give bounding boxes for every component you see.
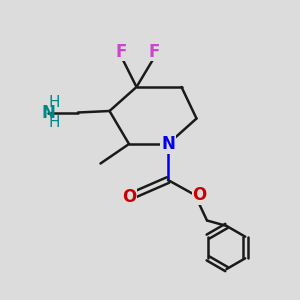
- Text: F: F: [116, 43, 127, 61]
- Text: H: H: [49, 95, 60, 110]
- Text: O: O: [122, 188, 136, 206]
- Text: F: F: [149, 43, 160, 61]
- Text: O: O: [192, 186, 207, 204]
- Text: H: H: [49, 115, 60, 130]
- Text: N: N: [161, 135, 175, 153]
- Text: N: N: [41, 103, 55, 122]
